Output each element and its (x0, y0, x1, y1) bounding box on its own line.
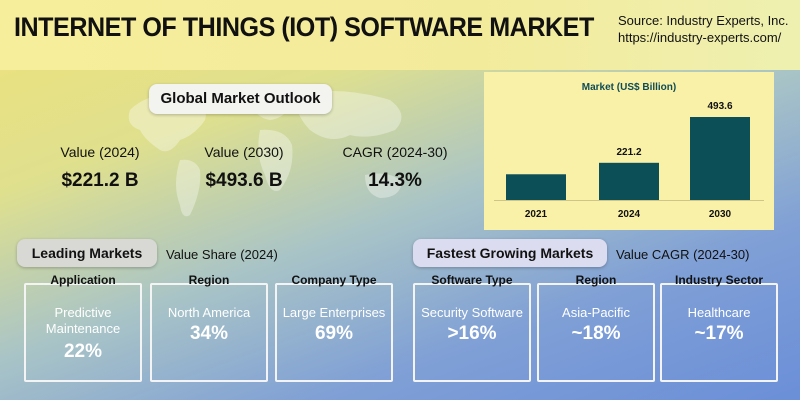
metric-value-2030: Value (2030) $493.6 B (179, 144, 309, 192)
card-title: Region (188, 273, 230, 287)
bar-chart: 2021 2024 221.2 2030 493.6 (494, 101, 764, 220)
fastest-card-region: Region Asia-Pacific ~18% (537, 273, 655, 382)
card-title: Application (50, 273, 116, 287)
data-label: 493.6 (707, 101, 732, 112)
source-name: Source: Industry Experts, Inc. (618, 13, 789, 28)
header-banner: INTERNET OF THINGS (IOT) SOFTWARE MARKET… (0, 0, 800, 70)
outlook-title: Global Market Outlook (149, 84, 332, 114)
fastest-card-software-type: Software Type Security Software >16% (413, 273, 531, 382)
card-category: Asia-Pacific (562, 305, 630, 320)
card-value: 69% (314, 323, 354, 344)
leading-card-region: Region North America 34% (150, 273, 268, 382)
metric-label: CAGR (2024-30) (342, 144, 448, 160)
leading-markets-title: Leading Markets (17, 239, 157, 267)
card-title: Software Type (431, 273, 513, 287)
card-title: Industry Sector (674, 273, 764, 287)
card-title: Company Type (291, 273, 377, 287)
leading-card-application: Application Predictive Maintenance 22% (24, 273, 142, 382)
x-tick-label: 2021 (525, 209, 548, 220)
card-value: ~17% (694, 323, 744, 344)
market-chart-panel: Market (US$ Billion) 2021 2024 221.2 2030 49… (484, 72, 774, 230)
x-tick-label: 2030 (709, 209, 732, 220)
source-url[interactable]: https://industry-experts.com/ (618, 30, 782, 45)
card-value: >16% (447, 323, 497, 344)
card-value: 22% (63, 341, 103, 362)
card-category: North America (167, 305, 251, 320)
metric-cagr: CAGR (2024-30) 14.3% (325, 144, 465, 192)
card-value: 34% (189, 323, 229, 344)
bar-2021 (506, 174, 566, 200)
fastest-markets-title: Fastest Growing Markets (413, 239, 607, 267)
card-value: ~18% (571, 323, 621, 344)
metric-value-2024: Value (2024) $221.2 B (35, 144, 165, 192)
metric-value: $493.6 B (205, 170, 283, 191)
chart-title: Market (US$ Billion) (581, 82, 677, 93)
metric-value: 14.3% (368, 170, 422, 191)
page-title: INTERNET OF THINGS (IOT) SOFTWARE MARKET (14, 12, 594, 42)
card-category: Healthcare (687, 305, 751, 320)
leading-card-company-type: Company Type Large Enterprises 69% (275, 273, 393, 382)
card-category: Large Enterprises (282, 305, 386, 320)
market-outlook-panel: Global Market Outlook Value (2024) $221.… (0, 70, 480, 232)
fastest-markets-subtitle: Value CAGR (2024-30) (616, 247, 750, 262)
metric-label: Value (2030) (204, 144, 284, 160)
x-tick-label: 2024 (618, 209, 641, 220)
fastest-card-industry-sector: Industry Sector Healthcare ~17% (660, 273, 778, 382)
card-title: Region (575, 273, 617, 287)
card-category: Predictive Maintenance (45, 305, 121, 336)
leading-markets-subtitle: Value Share (2024) (166, 247, 278, 262)
metric-label: Value (2024) (60, 144, 140, 160)
bar-2030 (690, 117, 750, 200)
card-category: Security Software (421, 305, 523, 320)
source-info: Source: Industry Experts, Inc. https://i… (618, 12, 789, 46)
bar-2024 (599, 162, 659, 200)
metric-value: $221.2 B (61, 170, 139, 191)
data-label: 221.2 (616, 147, 641, 158)
